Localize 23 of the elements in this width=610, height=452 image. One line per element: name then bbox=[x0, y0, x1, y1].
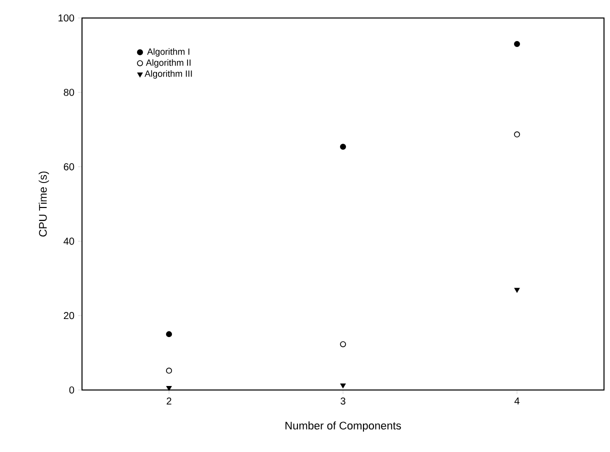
y-tick-label: 20 bbox=[64, 312, 74, 320]
point bbox=[166, 368, 172, 374]
point bbox=[340, 144, 346, 150]
legend-label: Algorithm II bbox=[146, 59, 191, 68]
point bbox=[514, 41, 520, 48]
y-tick-label: 0 bbox=[69, 386, 74, 394]
legend-label: Algorithm III bbox=[144, 70, 192, 79]
x-axis-title: Number of Components bbox=[286, 421, 401, 432]
point bbox=[514, 131, 520, 138]
y-axis-title: CPU Time (s) bbox=[38, 172, 49, 237]
point bbox=[340, 383, 346, 388]
point bbox=[514, 288, 520, 293]
x-tick-label: 4 bbox=[514, 398, 520, 404]
point bbox=[340, 341, 346, 348]
y-tick-label: 40 bbox=[64, 238, 74, 245]
legend-label: Algorithm I bbox=[147, 48, 190, 57]
y-tick-label: 60 bbox=[64, 163, 74, 170]
point bbox=[166, 386, 172, 391]
y-tick-label: 100 bbox=[58, 14, 74, 22]
point bbox=[166, 331, 172, 338]
x-tick-label: 2 bbox=[166, 398, 172, 404]
y-tick-label: 80 bbox=[64, 88, 74, 96]
x-tick-label: 3 bbox=[340, 398, 346, 405]
